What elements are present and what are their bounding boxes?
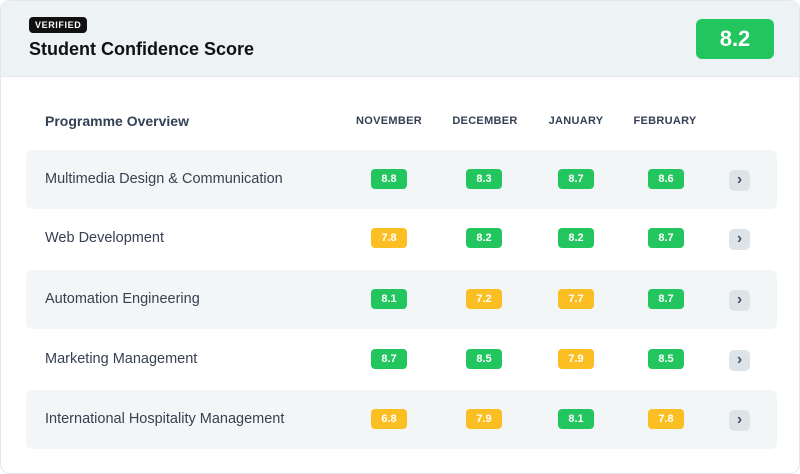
score-pill: 7.2 — [466, 289, 502, 309]
score-pill: 8.5 — [648, 349, 684, 369]
score-pill: 8.1 — [558, 409, 594, 429]
programme-name: Automation Engineering — [45, 291, 200, 307]
chevron-right-icon[interactable]: › — [729, 229, 750, 250]
score-pill: 8.5 — [466, 349, 502, 369]
column-header-february: FEBRUARY — [633, 115, 697, 127]
table-row[interactable]: Multimedia Design & Communication 8.8 8.3 8… — [26, 150, 777, 209]
score-pill: 7.8 — [648, 409, 684, 429]
score-pill: 7.8 — [371, 228, 407, 248]
chevron-right-icon[interactable]: › — [729, 350, 750, 371]
score-pill: 8.2 — [466, 228, 502, 248]
score-pill: 8.2 — [558, 228, 594, 248]
chevron-right-icon[interactable]: › — [729, 290, 750, 311]
score-pill: 8.7 — [648, 289, 684, 309]
score-pill: 6.8 — [371, 409, 407, 429]
table-row[interactable]: Web Development 7.8 8.2 8.2 8.7 › — [26, 209, 777, 268]
page-title: Student Confidence Score — [29, 39, 255, 59]
score-pill: 8.8 — [371, 169, 407, 189]
programme-name: Web Development — [45, 230, 165, 246]
overall-score-badge: 8.2 — [696, 19, 774, 59]
chevron-right-icon[interactable]: › — [729, 410, 750, 431]
chevron-right-icon[interactable]: › — [729, 170, 750, 191]
programme-name: Multimedia Design & Communication — [45, 171, 283, 187]
score-pill: 7.7 — [558, 289, 594, 309]
programme-name: International Hospitality Management — [45, 411, 285, 427]
table-row[interactable]: Marketing Management 8.7 8.5 7.9 8.5 › — [26, 330, 777, 389]
column-header-november: NOVEMBER — [356, 115, 422, 127]
score-pill: 8.7 — [558, 169, 594, 189]
table-header: Programme Overview NOVEMBER DECEMBER JAN… — [1, 113, 799, 133]
score-pill: 8.1 — [371, 289, 407, 309]
score-pill: 8.7 — [648, 228, 684, 248]
column-header-december: DECEMBER — [452, 115, 518, 127]
verified-badge: VERIFIED — [29, 17, 88, 33]
score-pill: 8.3 — [466, 169, 502, 189]
table-title: Programme Overview — [45, 113, 189, 129]
programme-name: Marketing Management — [45, 351, 198, 367]
score-pill: 7.9 — [466, 409, 502, 429]
score-pill: 8.6 — [648, 169, 684, 189]
table-row[interactable]: International Hospitality Management 6.8 7… — [26, 390, 777, 449]
table-row[interactable]: Automation Engineering 8.1 7.2 7.7 8.7 › — [26, 270, 777, 329]
card-header: VERIFIED Student Confidence Score 8.2 — [1, 1, 799, 77]
score-pill: 7.9 — [558, 349, 594, 369]
column-header-january: JANUARY — [548, 115, 604, 127]
score-pill: 8.7 — [371, 349, 407, 369]
